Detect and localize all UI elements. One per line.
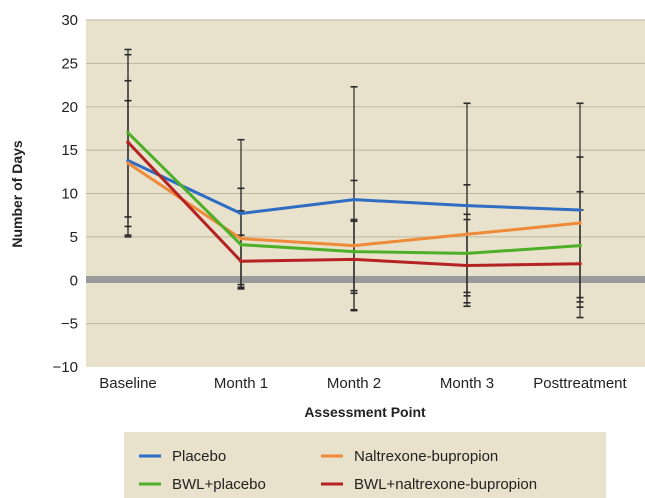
data-point-bwl-placebo [239, 242, 243, 247]
legend-label: Placebo [172, 448, 226, 465]
y-tick-label: 15 [61, 142, 78, 159]
data-point-bwl-naltrexone-bupropion [239, 259, 243, 263]
legend-label: BWL+placebo [172, 476, 266, 493]
data-point-bwl-placebo [465, 251, 469, 256]
data-point-bwl-naltrexone-bupropion [465, 263, 469, 268]
legend: Placebo Naltrexone-bupropion BWL+placebo BW… [124, 432, 606, 498]
legend-box [124, 432, 606, 498]
x-tick-label: Month 2 [327, 375, 381, 392]
series-lines [126, 130, 582, 268]
data-point-naltrexone-bupropion [239, 236, 243, 241]
y-tick-label: 30 [61, 12, 78, 29]
x-tick-label: Baseline [99, 375, 157, 392]
y-tick-label: 25 [61, 55, 78, 72]
x-tick-label: Month 3 [440, 375, 494, 392]
y-axis: 30 25 20 15 10 5 0 −5 −10 [53, 12, 78, 376]
data-point-naltrexone-bupropion [578, 221, 582, 225]
data-point-bwl-naltrexone-bupropion [126, 140, 130, 145]
x-tick-label: Month 1 [214, 375, 268, 392]
data-point-placebo [352, 197, 356, 202]
data-point-placebo [239, 211, 243, 216]
data-point-bwl-naltrexone-bupropion [578, 261, 582, 266]
y-tick-label: 20 [61, 99, 78, 116]
data-point-bwl-placebo [578, 243, 582, 248]
data-point-bwl-placebo [126, 130, 130, 135]
data-point-bwl-placebo [352, 249, 356, 254]
data-point-naltrexone-bupropion [352, 243, 356, 248]
data-point-naltrexone-bupropion [465, 232, 469, 237]
x-axis: Baseline Month 1 Month 2 Month 3 Posttreatme… [99, 375, 627, 392]
gridlines [86, 19, 645, 325]
data-point-bwl-naltrexone-bupropion [352, 257, 356, 262]
y-tick-label: 5 [70, 229, 78, 246]
x-axis-title: Assessment Point [304, 404, 426, 420]
y-tick-label: 0 [70, 272, 78, 289]
x-tick-label: Posttreatment [533, 375, 627, 392]
zero-line [86, 276, 645, 283]
y-tick-label: −10 [53, 359, 78, 376]
y-axis-title: Number of Days [9, 140, 25, 248]
y-tick-label: 10 [61, 186, 78, 203]
legend-label: Naltrexone-bupropion [354, 448, 498, 465]
data-point-placebo [578, 208, 582, 212]
data-point-naltrexone-bupropion [126, 161, 130, 165]
data-point-placebo [465, 203, 469, 208]
data-point-placebo [126, 158, 130, 163]
y-tick-label: −5 [61, 316, 78, 333]
legend-label: BWL+naltrexone-bupropion [354, 476, 537, 493]
